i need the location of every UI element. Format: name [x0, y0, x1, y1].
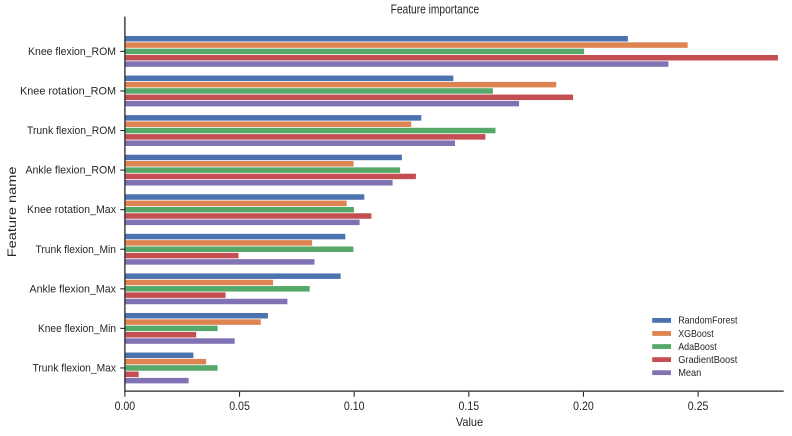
svg-text:Ankle flexion_Max: Ankle flexion_Max	[30, 283, 117, 295]
svg-text:Trunk flexion_ROM: Trunk flexion_ROM	[27, 125, 116, 137]
svg-text:0.25: 0.25	[688, 399, 709, 413]
svg-text:Ankle flexion_ROM: Ankle flexion_ROM	[26, 165, 117, 177]
svg-text:Knee flexion_ROM: Knee flexion_ROM	[28, 46, 116, 58]
svg-text:RandomForest: RandomForest	[678, 316, 737, 327]
svg-text:Mean: Mean	[678, 368, 701, 379]
svg-text:Feature name: Feature name	[5, 166, 19, 257]
svg-text:AdaBoost: AdaBoost	[678, 342, 717, 353]
svg-text:Trunk flexion_Min: Trunk flexion_Min	[36, 244, 117, 256]
svg-text:0.05: 0.05	[229, 399, 250, 413]
svg-text:XGBoost: XGBoost	[678, 329, 714, 340]
svg-text:Feature importance: Feature importance	[391, 2, 480, 16]
svg-text:0.20: 0.20	[573, 399, 594, 413]
svg-text:0.15: 0.15	[459, 399, 480, 413]
svg-text:Knee flexion_Min: Knee flexion_Min	[38, 323, 116, 335]
svg-text:0.10: 0.10	[344, 399, 365, 413]
svg-text:Trunk flexion_Max: Trunk flexion_Max	[33, 362, 117, 374]
svg-text:0.00: 0.00	[115, 399, 136, 413]
svg-text:Knee rotation_Max: Knee rotation_Max	[27, 204, 116, 216]
svg-text:Value: Value	[456, 415, 483, 429]
svg-text:Knee rotation_ROM: Knee rotation_ROM	[20, 85, 116, 97]
svg-text:GradientBoost: GradientBoost	[678, 355, 737, 366]
